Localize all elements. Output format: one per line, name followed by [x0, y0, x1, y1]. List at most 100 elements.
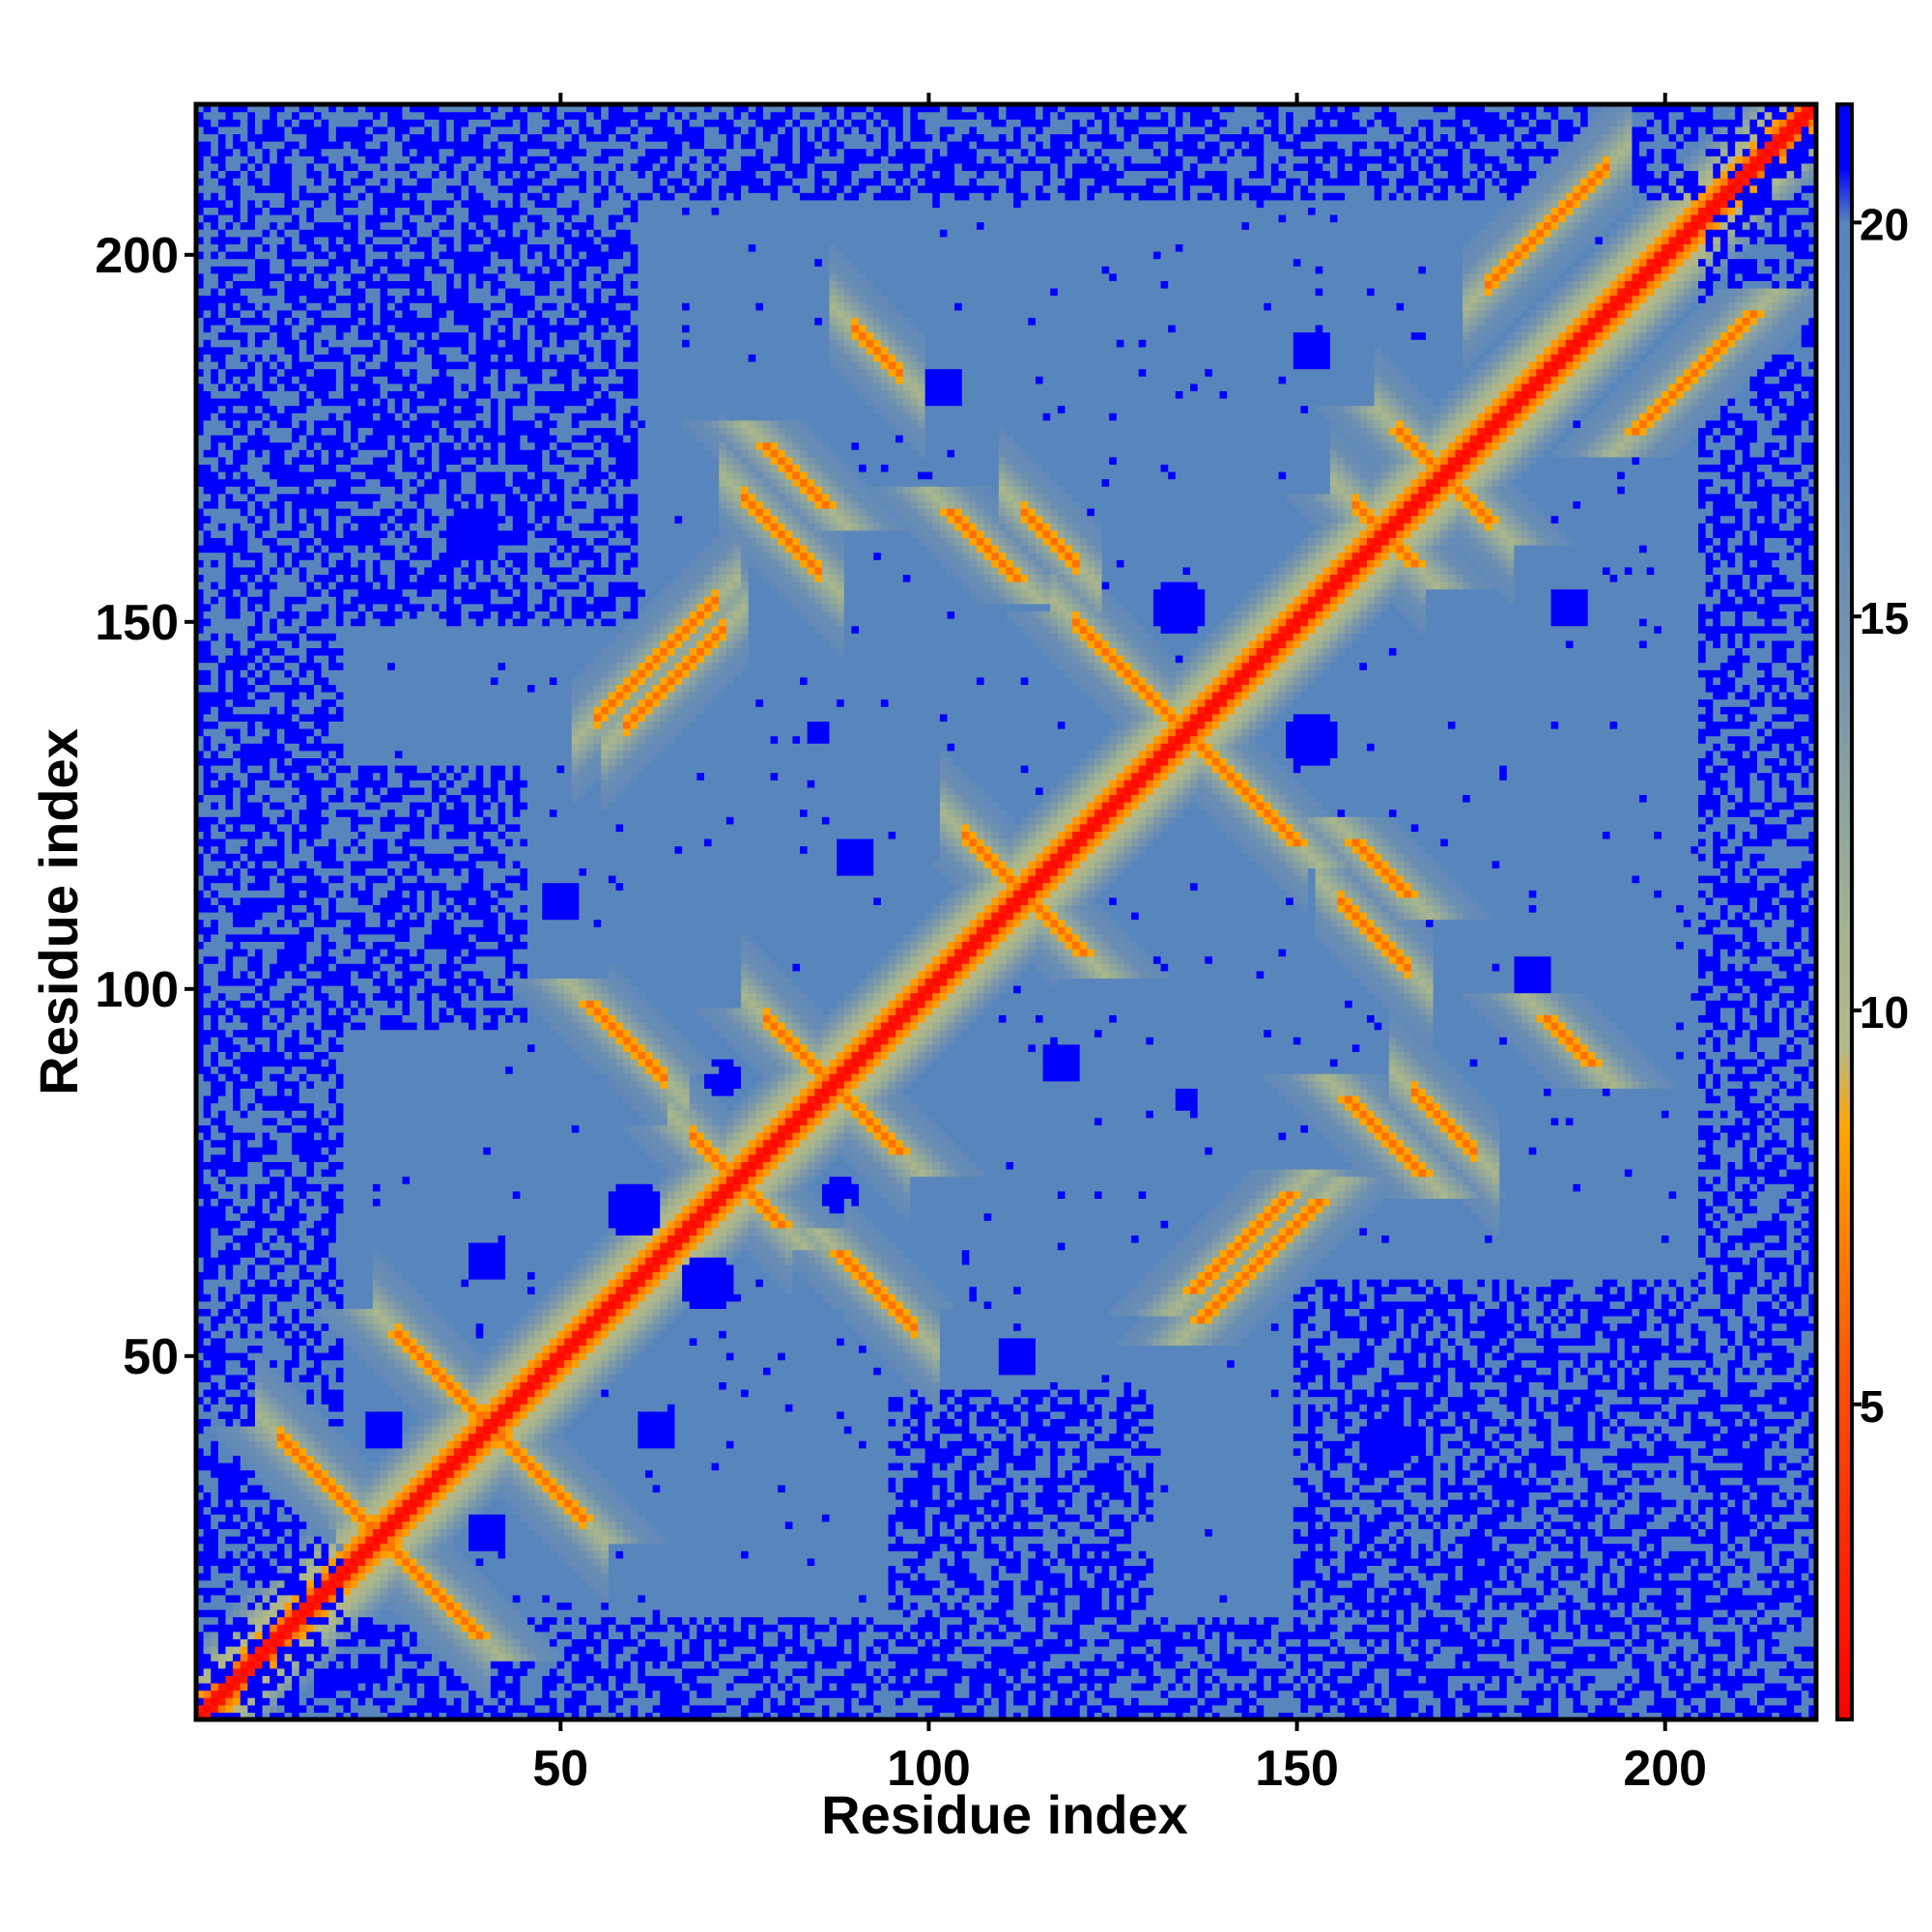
heatmap-cell: [255, 1316, 263, 1323]
heatmap-cell: [247, 1279, 255, 1287]
heatmap-cell: [255, 1470, 263, 1478]
heatmap-cell: [255, 1030, 263, 1037]
heatmap-cell: [241, 1081, 248, 1089]
heatmap-cell: [218, 112, 226, 120]
heatmap-cell: [255, 861, 263, 868]
heatmap-cell: [225, 259, 233, 267]
heatmap-cell: [241, 596, 248, 604]
heatmap-cell: [241, 1632, 248, 1639]
heatmap-cell: [225, 1000, 233, 1008]
heatmap-cell: [225, 500, 233, 508]
heatmap-cell: [218, 846, 226, 854]
heatmap-cell: [241, 1257, 248, 1264]
heatmap-cell: [204, 464, 212, 471]
heatmap-cell: [225, 824, 233, 832]
heatmap-cell: [204, 1536, 212, 1544]
heatmap-cell: [255, 1418, 263, 1426]
heatmap-cell: [241, 339, 248, 347]
heatmap-cell: [233, 1293, 241, 1301]
heatmap-cell: [218, 1477, 226, 1485]
heatmap-cell: [233, 736, 241, 744]
heatmap-cell: [247, 751, 255, 758]
heatmap-cell: [241, 494, 248, 501]
heatmap-cell: [241, 1235, 248, 1242]
heatmap-cell: [211, 684, 218, 692]
heatmap-cell: [233, 178, 241, 185]
heatmap-cell: [255, 1037, 263, 1044]
heatmap-cell: [218, 1528, 226, 1536]
heatmap-cell: [247, 537, 255, 545]
heatmap-cell: [255, 838, 263, 846]
heatmap-cell: [225, 1654, 233, 1662]
heatmap-cell: [255, 669, 263, 677]
heatmap-cell: [225, 655, 233, 663]
heatmap-cell: [218, 1183, 226, 1191]
heatmap-cell: [225, 956, 233, 964]
heatmap-cell: [255, 1250, 263, 1258]
heatmap-cell: [233, 714, 241, 722]
heatmap-cell: [211, 1499, 218, 1507]
heatmap-cell: [247, 156, 255, 163]
heatmap-cell: [211, 920, 218, 927]
heatmap-cell: [233, 523, 241, 530]
heatmap-cell: [255, 728, 263, 736]
heatmap-cell: [211, 127, 218, 134]
heatmap-cell: [233, 192, 241, 200]
heatmap-cell: [247, 971, 255, 979]
heatmap-cell: [233, 1690, 241, 1698]
heatmap-cell: [255, 802, 263, 810]
heatmap-cell: [233, 1169, 241, 1177]
heatmap-cell: [218, 1661, 226, 1668]
heatmap-cell: [233, 920, 241, 927]
heatmap-cell: [204, 1632, 212, 1639]
heatmap-cell: [255, 1000, 263, 1008]
heatmap-cell: [233, 530, 241, 538]
heatmap-cell: [233, 332, 241, 340]
heatmap-cell: [218, 390, 226, 398]
heatmap-cell: [218, 229, 226, 237]
heatmap-cell: [211, 1044, 218, 1052]
heatmap-cell: [211, 178, 218, 185]
heatmap-cell: [255, 677, 263, 685]
heatmap-cell: [233, 810, 241, 817]
heatmap-cell: [247, 1360, 255, 1368]
heatmap-cell: [241, 875, 248, 883]
heatmap-cell: [204, 1654, 212, 1662]
heatmap-cell: [218, 582, 226, 589]
heatmap-cell: [225, 611, 233, 618]
heatmap-cell: [211, 273, 218, 281]
heatmap-cell: [247, 985, 255, 993]
heatmap-cell: [211, 626, 218, 634]
heatmap-cell: [233, 663, 241, 670]
heatmap-cell: [225, 971, 233, 979]
heatmap-cell: [233, 640, 241, 648]
heatmap-cell: [241, 1037, 248, 1044]
heatmap-cell: [218, 1228, 226, 1236]
heatmap-cell: [218, 647, 226, 655]
heatmap-cell: [211, 1095, 218, 1103]
heatmap-cell: [225, 214, 233, 222]
heatmap-cell: [204, 1323, 212, 1331]
heatmap-cell: [204, 1470, 212, 1478]
heatmap-cell: [218, 926, 226, 934]
heatmap-cell: [211, 853, 218, 861]
heatmap-cell: [225, 376, 233, 384]
heatmap-cell: [204, 684, 212, 692]
heatmap-cell: [218, 1316, 226, 1323]
heatmap-cell: [211, 1514, 218, 1521]
heatmap-cell: [247, 890, 255, 897]
heatmap-cell: [218, 1030, 226, 1037]
heatmap-cell: [218, 640, 226, 648]
heatmap-cell: [225, 156, 233, 163]
heatmap-cell: [225, 1044, 233, 1052]
heatmap-cell: [241, 1705, 248, 1713]
heatmap-cell: [255, 1352, 263, 1360]
heatmap-cell: [233, 1646, 241, 1654]
heatmap-cell: [241, 406, 248, 413]
heatmap-cell: [218, 890, 226, 897]
heatmap-cell: [247, 127, 255, 134]
heatmap-cell: [225, 178, 233, 185]
heatmap-cell: [241, 633, 248, 640]
heatmap-cell: [247, 816, 255, 824]
heatmap-cell: [225, 384, 233, 391]
